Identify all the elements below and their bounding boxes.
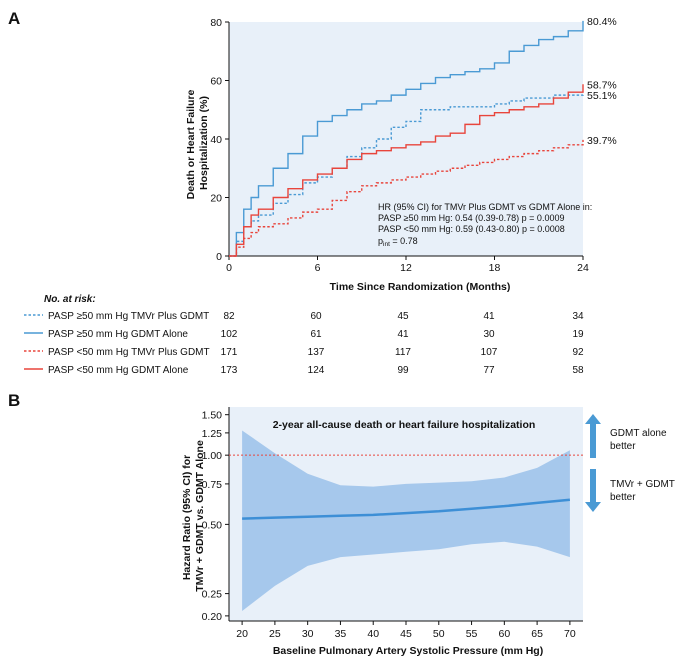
km-curve-2 xyxy=(229,139,584,257)
at-risk-row-label: PASP ≥50 mm Hg TMVr Plus GDMT xyxy=(48,311,209,322)
panel-b-ytick-label: 0.75 xyxy=(202,479,223,491)
at-risk-cell: 124 xyxy=(308,365,325,376)
panel-b-xtick-label: 40 xyxy=(367,628,379,640)
at-risk-row-label: PASP <50 mm Hg TMVr Plus GDMT xyxy=(48,347,210,358)
panel-a-ytick-label: 60 xyxy=(210,76,222,88)
end-label-2: 39.7% xyxy=(587,135,617,147)
hr-annotation-line1: HR (95% CI) for TMVr Plus GDMT vs GDMT A… xyxy=(378,202,592,212)
panel-b-xtick-label: 60 xyxy=(498,628,510,640)
panel-b-xtick-label: 45 xyxy=(400,628,412,640)
panel-a-xtick-label: 18 xyxy=(489,262,501,274)
panel-b-ci-band xyxy=(242,430,570,612)
panel-b-ytick-label: 0.20 xyxy=(202,611,223,623)
at-risk-row-label: PASP ≥50 mm Hg GDMT Alone xyxy=(48,329,188,340)
end-label-3: 58.7% xyxy=(587,79,617,91)
at-risk-cell: 99 xyxy=(397,365,409,376)
panel-a-xtick-label: 6 xyxy=(315,262,321,274)
panel-b-title: 2-year all-cause death or heart failure … xyxy=(273,419,536,431)
at-risk-row-label: PASP <50 mm Hg GDMT Alone xyxy=(48,365,189,376)
panel-b-xtick-label: 25 xyxy=(269,628,281,640)
at-risk-cell: 92 xyxy=(572,347,584,358)
at-risk-cell: 117 xyxy=(395,347,411,358)
at-risk-cell: 19 xyxy=(572,329,584,340)
panel-a-label: A xyxy=(8,9,20,28)
panel-b-xtick-label: 65 xyxy=(531,628,543,640)
panel-b-xlabel: Baseline Pulmonary Artery Systolic Press… xyxy=(273,645,543,657)
km-curve-0 xyxy=(229,94,584,257)
panel-a-series xyxy=(229,20,584,257)
at-risk-heading: No. at risk: xyxy=(44,294,96,305)
arrow-up-label-1: GDMT alone xyxy=(610,428,667,439)
arrow-down-label-1: TMVr + GDMT xyxy=(610,479,675,490)
panel-a-xtick-label: 12 xyxy=(400,262,412,274)
panel-b-ytick-label: 1.50 xyxy=(202,410,223,422)
end-label-1: 80.4% xyxy=(587,16,617,28)
panel-b-xtick-label: 30 xyxy=(302,628,314,640)
hr-annotation-line3: PASP <50 mm Hg: 0.59 (0.43-0.80) p = 0.0… xyxy=(378,224,565,234)
arrow-up-icon xyxy=(585,414,601,458)
at-risk-cell: 137 xyxy=(308,347,325,358)
panel-a-ytick-label: 80 xyxy=(210,17,222,29)
at-risk-cell: 41 xyxy=(397,329,409,340)
km-curve-1 xyxy=(229,20,584,257)
panel-b-ytick-label: 0.25 xyxy=(202,589,223,601)
panel-a-ytick-label: 0 xyxy=(216,251,222,263)
hr-annotation-line2: PASP ≥50 mm Hg: 0.54 (0.39-0.78) p = 0.0… xyxy=(378,213,564,223)
panel-a-plot-area xyxy=(229,22,583,256)
panel-a-ylabel: Death or Heart Failure Hospitalization (… xyxy=(185,87,210,200)
panel-b-ylabel: Hazard Ratio (95% CI) for TMVr + GDMT vs… xyxy=(181,440,206,592)
hr-line xyxy=(242,498,571,520)
panel-a-ytick-label: 40 xyxy=(210,134,222,146)
benefit-arrows: GDMT alone better TMVr + GDMT better xyxy=(585,414,675,512)
panel-b-label: B xyxy=(8,391,20,410)
panel-a-axes: 0 6 12 18 24 0 20 40 60 80 xyxy=(210,17,589,274)
at-risk-table: PASP ≥50 mm Hg TMVr Plus GDMT 82 60 45 41 34 P… xyxy=(24,311,584,376)
at-risk-cell: 41 xyxy=(483,311,495,322)
panel-b-axes: 20 25 30 35 40 45 50 55 60 65 70 0.20 0.25 0.50 0.75 1.… xyxy=(202,407,583,640)
panel-b-xtick-label: 55 xyxy=(466,628,478,640)
panel-a-xlabel: Time Since Randomization (Months) xyxy=(330,281,511,293)
panel-b-ytick-label: 1.00 xyxy=(202,450,223,462)
at-risk-cell: 82 xyxy=(223,311,235,322)
panel-a-ytick-label: 20 xyxy=(210,193,222,205)
at-risk-cell: 58 xyxy=(572,365,584,376)
panel-b-xtick-label: 20 xyxy=(236,628,248,640)
at-risk-cell: 60 xyxy=(310,311,322,322)
panel-b-xtick-label: 35 xyxy=(335,628,347,640)
panel-b-ytick-label: 0.50 xyxy=(202,519,223,531)
hr-annotation-pint: pint = 0.78 xyxy=(378,236,418,248)
at-risk-cell: 173 xyxy=(221,365,238,376)
arrow-down-icon xyxy=(585,469,601,512)
hr-annotation: HR (95% CI) for TMVr Plus GDMT vs GDMT A… xyxy=(378,202,592,248)
at-risk-cell: 30 xyxy=(483,329,495,340)
at-risk-cell: 107 xyxy=(481,347,498,358)
arrow-down-label-2: better xyxy=(610,492,636,503)
ci-band xyxy=(242,430,570,612)
at-risk-cell: 102 xyxy=(221,329,238,340)
at-risk-cell: 61 xyxy=(310,329,322,340)
panel-a-xtick-label: 24 xyxy=(577,262,589,274)
arrow-up-label-2: better xyxy=(610,441,636,452)
panel-b-xtick-label: 50 xyxy=(433,628,445,640)
panel-a-xtick-label: 0 xyxy=(226,262,232,274)
panel-b-lines xyxy=(229,454,583,520)
at-risk-cell: 45 xyxy=(397,311,409,322)
km-curve-3 xyxy=(229,84,584,257)
at-risk-cell: 34 xyxy=(572,311,584,322)
at-risk-cell: 77 xyxy=(483,365,495,376)
panel-b-xtick-label: 70 xyxy=(564,628,576,640)
panel-a-end-labels: 55.1% 80.4% 39.7% 58.7% xyxy=(587,16,617,147)
panel-b-ytick-label: 1.25 xyxy=(202,428,223,440)
end-label-0: 55.1% xyxy=(587,90,617,102)
at-risk-cell: 171 xyxy=(221,347,238,358)
